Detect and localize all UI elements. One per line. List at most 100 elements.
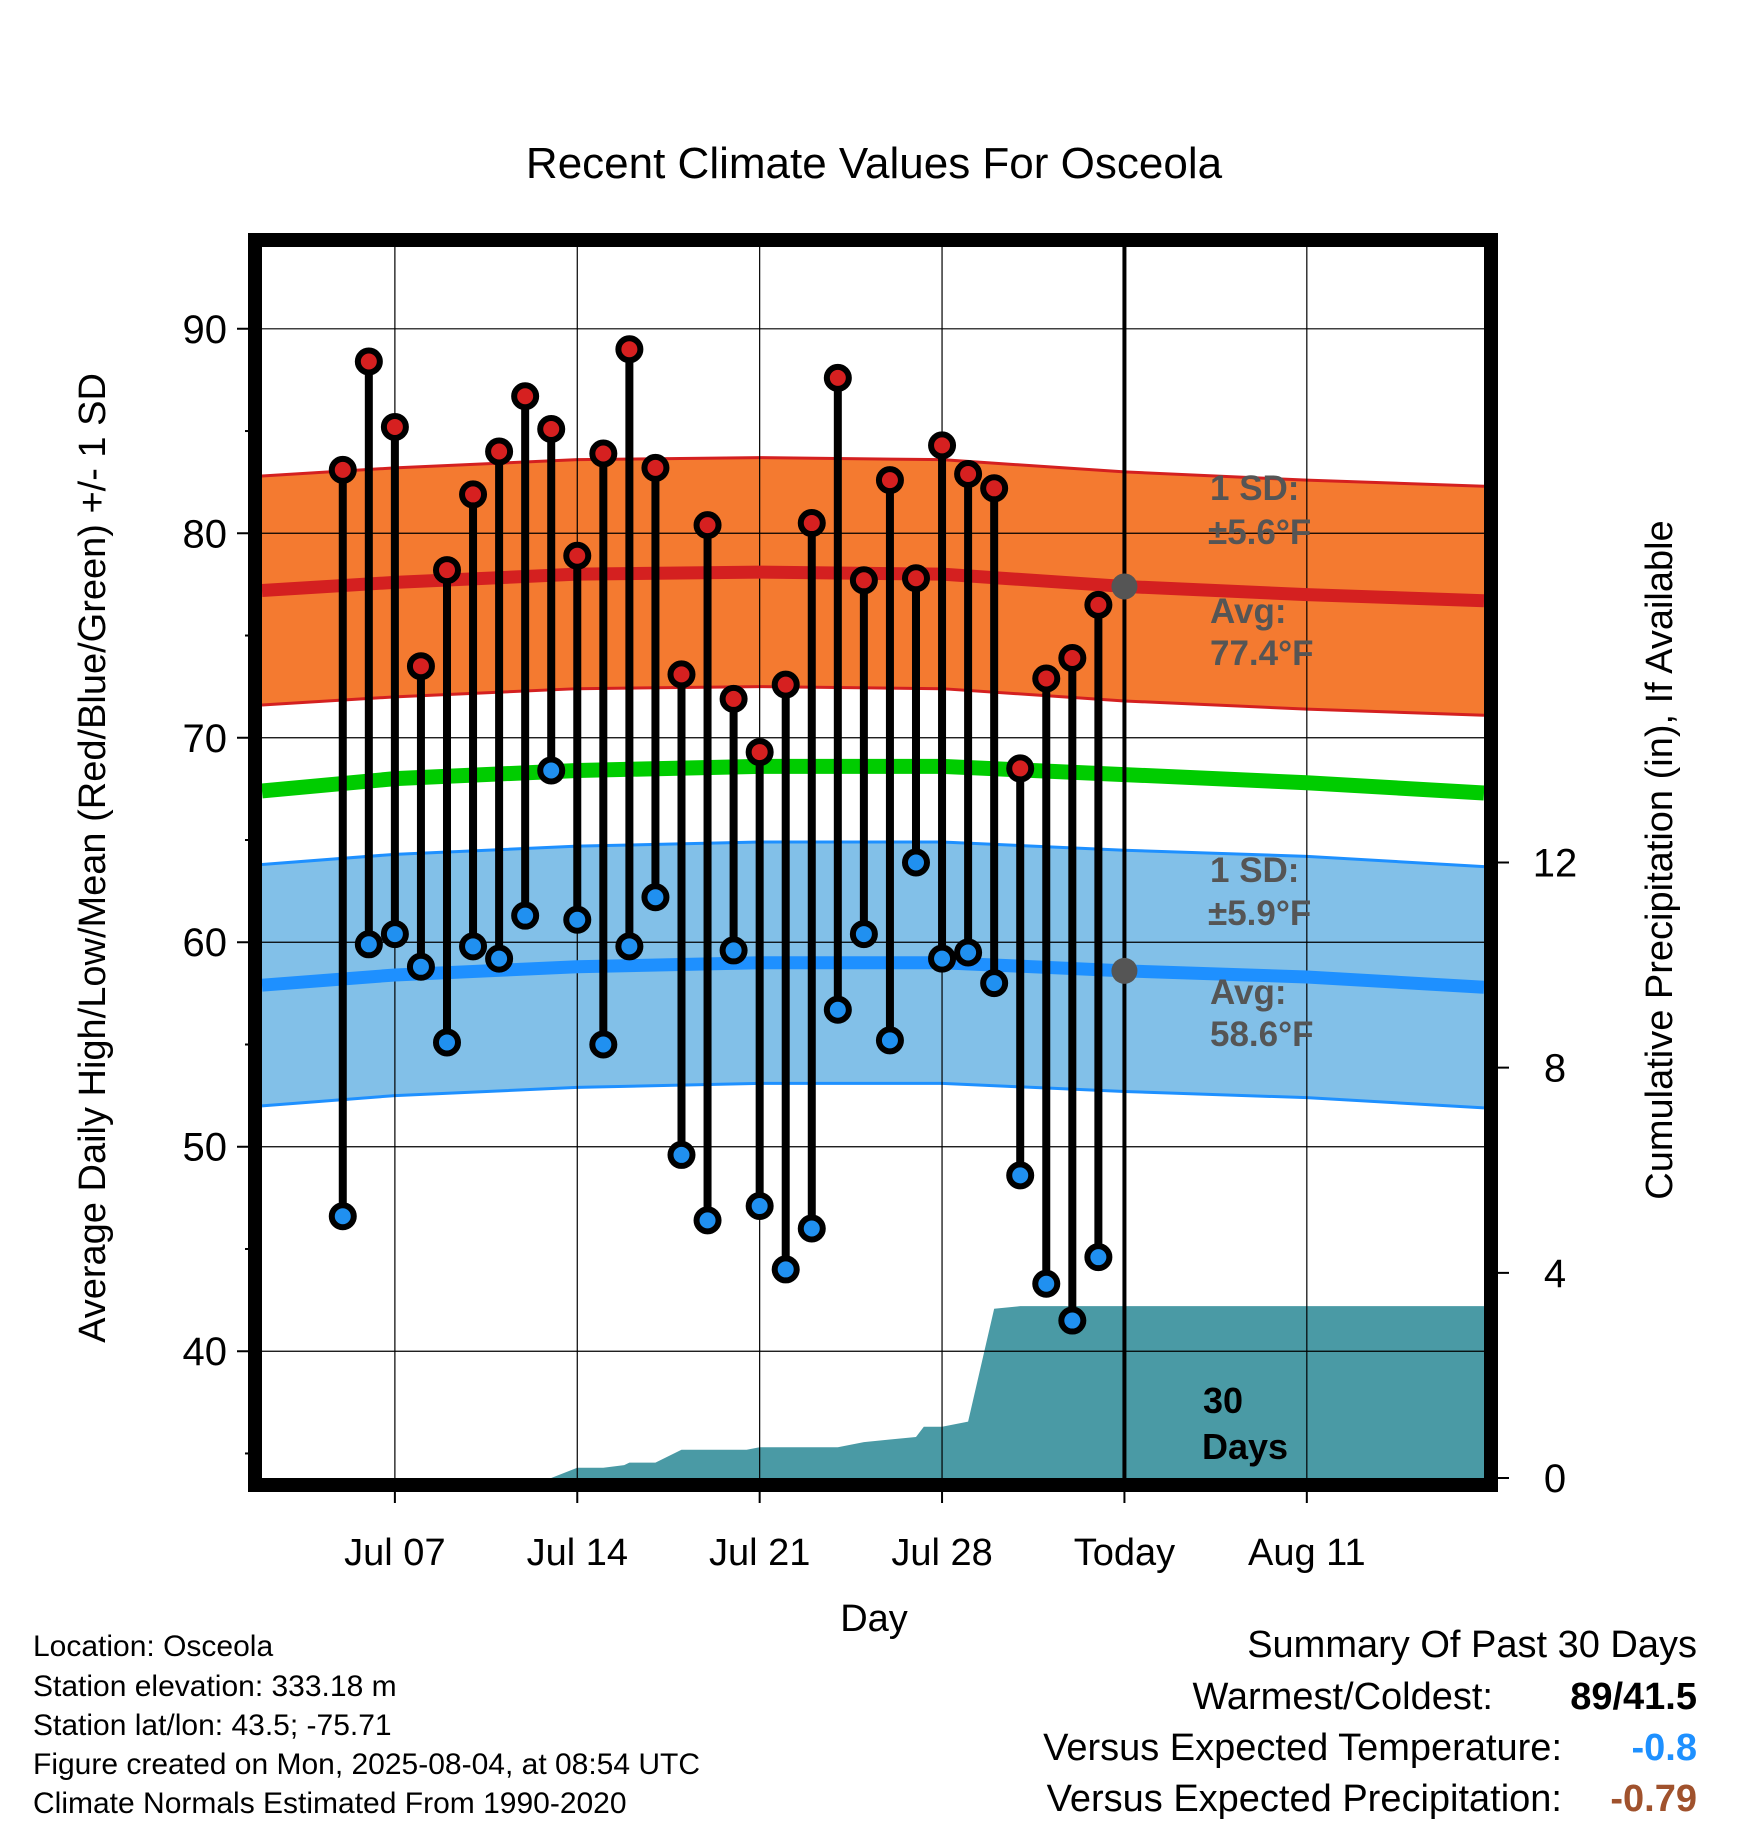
daily-high-point — [511, 382, 540, 411]
daily-high-point — [745, 738, 774, 767]
daily-points — [328, 335, 1138, 1335]
high-sd-label: 1 SD: — [1210, 469, 1299, 508]
low-sd-band-lower-edge — [261, 1081, 1485, 1110]
daily-low-point — [380, 920, 409, 949]
daily-low-point — [641, 883, 670, 912]
low-sd-band — [262, 842, 1484, 1108]
y-tick-label: 70 — [183, 717, 228, 761]
daily-low-point — [667, 1140, 696, 1169]
daily-low-point — [849, 920, 878, 949]
low-annotation: 1 SD: ±5.9°F Avg: 58.6°F — [1208, 851, 1314, 1054]
daily-stems — [338, 349, 1103, 1321]
high-sd-band-upper-edge — [261, 456, 1485, 488]
daily-low-point — [771, 1255, 800, 1284]
daily-low-point — [693, 1206, 722, 1235]
daily-low-point — [797, 1214, 826, 1243]
daily-low-point — [485, 944, 514, 973]
daily-low-point — [432, 1028, 461, 1057]
daily-high-point — [719, 684, 748, 713]
daily-low-point — [406, 952, 435, 981]
high-sd-value: ±5.6°F — [1208, 513, 1311, 552]
high-sd-band-lower-edge — [261, 685, 1485, 717]
daily-low-point — [745, 1192, 774, 1221]
daily-high-point — [641, 453, 670, 482]
high-avg-label: Avg: — [1210, 592, 1286, 631]
daily-high-point — [1032, 664, 1061, 693]
normal-high-line — [261, 565, 1485, 608]
summary-temp-value: -0.8 — [1632, 1727, 1697, 1769]
daily-low-point — [928, 944, 957, 973]
today-days-number: 30 — [1203, 1380, 1243, 1421]
y2-tick-label: 8 — [1544, 1047, 1566, 1091]
daily-high-point — [537, 414, 566, 443]
daily-high-point — [693, 511, 722, 540]
daily-high-point — [354, 347, 383, 376]
daily-low-point — [980, 969, 1009, 998]
y-axis-label: Average Daily High/Low/Mean (Red/Blue/Gr… — [72, 373, 114, 1343]
chart-title: Recent Climate Values For Osceola — [526, 139, 1223, 188]
low-sd-label: 1 SD: — [1210, 851, 1299, 890]
y2-tick-label: 4 — [1544, 1252, 1566, 1296]
daily-low-point — [459, 932, 488, 961]
daily-high-point — [667, 660, 696, 689]
normal-mean-line — [261, 758, 1485, 801]
daily-low-point — [1006, 1161, 1035, 1190]
info-created: Figure created on Mon, 2025-08-04, at 08… — [33, 1748, 700, 1781]
daily-high-point — [875, 466, 904, 495]
daily-high-point — [771, 670, 800, 699]
y2-tick-label: 0 — [1544, 1457, 1566, 1501]
daily-low-point — [1084, 1243, 1113, 1272]
low-avg-label: Avg: — [1210, 973, 1286, 1012]
x-tick-label: Jul 07 — [344, 1532, 445, 1574]
x-tick-label: Aug 11 — [1248, 1532, 1366, 1574]
x-tick-label: Today — [1074, 1532, 1175, 1574]
y-tick-label: 90 — [183, 308, 228, 352]
info-elevation: Station elevation: 333.18 m — [33, 1670, 397, 1703]
x-tick-label: Jul 21 — [709, 1532, 810, 1574]
y2-tick-label: 12 — [1533, 842, 1578, 886]
y-tick-label: 60 — [183, 921, 228, 965]
y2-axis-label: Cumulative Precipitation (in), If Availa… — [1639, 520, 1681, 1199]
grid-lines — [262, 247, 1484, 1478]
low-sd-value: ±5.9°F — [1208, 894, 1311, 933]
low-sd-band-upper-edge — [261, 840, 1485, 869]
daily-high-point — [432, 556, 461, 585]
daily-low-point — [354, 930, 383, 959]
station-info: Location: Osceola Station elevation: 333… — [33, 1630, 700, 1820]
daily-low-point — [1032, 1269, 1061, 1298]
precipitation-area — [262, 1306, 1484, 1478]
daily-high-point — [954, 459, 983, 488]
daily-high-point — [563, 541, 592, 570]
y-tick-label: 50 — [183, 1126, 228, 1170]
axes: Jul 07 Jul 14 Jul 21 Jul 28 Today Aug 1140506… — [183, 308, 1578, 1574]
high-annotation: 1 SD: ±5.6°F Avg: 77.4°F — [1208, 469, 1314, 673]
daily-low-point — [537, 756, 566, 785]
daily-high-point — [485, 437, 514, 466]
y-tick-label: 40 — [183, 1330, 228, 1374]
daily-high-point — [1006, 754, 1035, 783]
today-normal-high-marker — [1111, 573, 1138, 600]
daily-high-point — [901, 564, 930, 593]
info-location: Location: Osceola — [33, 1630, 273, 1663]
daily-low-point — [511, 901, 540, 930]
daily-low-point — [719, 936, 748, 965]
daily-high-point — [1058, 644, 1087, 673]
summary-title: Summary Of Past 30 Days — [1247, 1624, 1697, 1666]
x-tick-label: Jul 28 — [891, 1532, 992, 1574]
daily-low-point — [563, 905, 592, 934]
daily-low-point — [589, 1030, 618, 1059]
daily-high-point — [459, 480, 488, 509]
daily-high-point — [1084, 590, 1113, 619]
daily-high-point — [589, 439, 618, 468]
daily-high-point — [328, 455, 357, 484]
daily-high-point — [823, 363, 852, 392]
info-latlon: Station lat/lon: 43.5; -75.71 — [33, 1709, 392, 1742]
today-days-word: Days — [1202, 1426, 1288, 1467]
cumulative-precip-area — [262, 1306, 1484, 1478]
summary-warm-cold-value: 89/41.5 — [1570, 1676, 1697, 1718]
summary-precip-label: Versus Expected Precipitation: — [1047, 1778, 1562, 1820]
daily-low-point — [823, 995, 852, 1024]
x-tick-label: Jul 14 — [527, 1532, 628, 1574]
summary-temp-label: Versus Expected Temperature: — [1043, 1727, 1562, 1769]
